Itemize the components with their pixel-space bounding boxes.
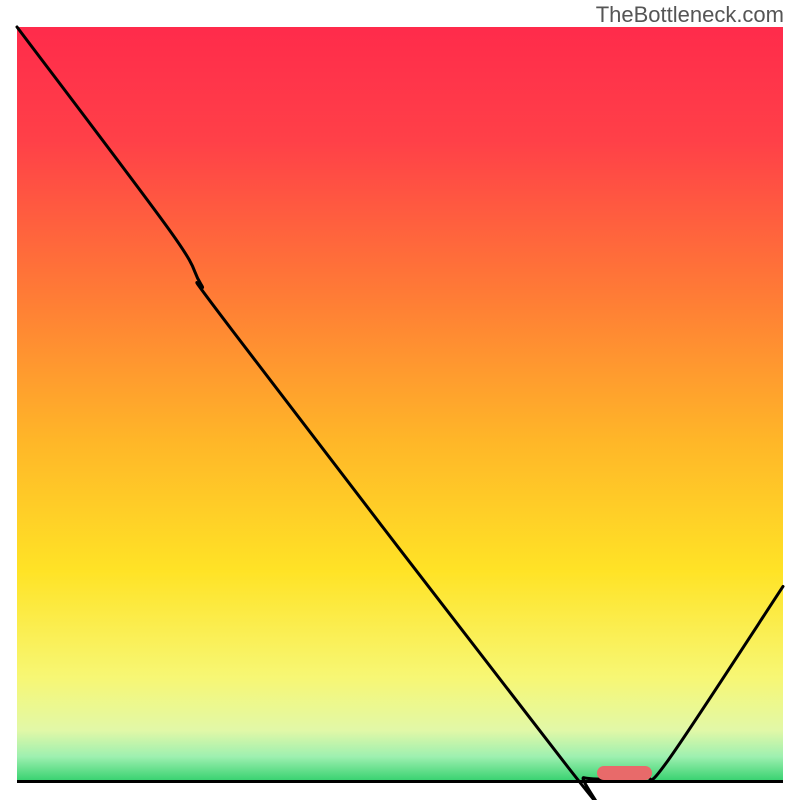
- bottleneck-curve: [17, 27, 783, 800]
- optimal-marker: [597, 766, 651, 780]
- watermark-text: TheBottleneck.com: [596, 2, 784, 28]
- curve-layer: [17, 27, 783, 783]
- plot-area: [17, 27, 783, 783]
- bottleneck-chart: TheBottleneck.com: [0, 0, 800, 800]
